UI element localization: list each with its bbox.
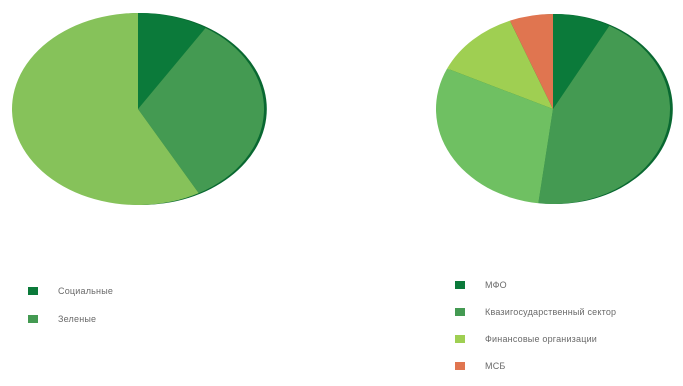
legend-item-social: Социальные xyxy=(28,284,113,298)
pie-2-slice-1 xyxy=(553,14,610,109)
pie-chart-2 xyxy=(435,14,673,204)
legend-right: МФО Квазигосударственный сектор Финансов… xyxy=(455,278,616,386)
pie-1-slice-3 xyxy=(12,13,199,205)
legend-item-quasi-state: Квазигосударственный сектор xyxy=(455,305,616,319)
legend-left: Социальные Зеленые xyxy=(28,284,113,340)
legend-label-mfo: МФО xyxy=(485,280,507,290)
pie-1-slice-2 xyxy=(138,27,265,194)
legend-swatch xyxy=(455,281,465,289)
legend-label-green: Зеленые xyxy=(58,314,97,324)
legend-swatch xyxy=(28,315,38,323)
legend-item-financial: Финансовые организации xyxy=(455,332,616,346)
legend-swatch xyxy=(455,308,465,316)
legend-label-quasi-state: Квазигосударственный сектор xyxy=(485,307,617,317)
legend-swatch xyxy=(455,335,465,343)
pie-chart-1 xyxy=(12,13,267,205)
pie-2-slice-2 xyxy=(538,25,671,204)
legend-label-financial: Финансовые организации xyxy=(485,334,598,344)
legend-label-social: Социальные xyxy=(58,286,114,296)
charts-canvas xyxy=(12,13,673,205)
legend-swatch xyxy=(455,362,465,370)
legend-label-msb: МСБ xyxy=(485,361,506,371)
pie-2-slice-5 xyxy=(509,14,553,109)
legend-item-mfo: МФО xyxy=(455,278,616,292)
pie-2-slice-3 xyxy=(435,68,553,204)
pie-2-slice-4 xyxy=(447,20,553,109)
legend-item-msb: МСБ xyxy=(455,359,616,373)
legend-swatch xyxy=(28,287,38,295)
pie-1-slice-1 xyxy=(138,13,206,109)
legend-item-green: Зеленые xyxy=(28,312,113,326)
